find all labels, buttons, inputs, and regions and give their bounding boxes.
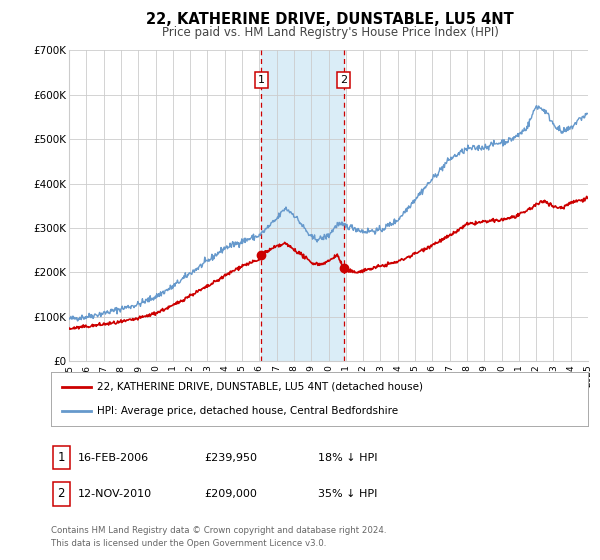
Text: £239,950: £239,950 [204,452,257,463]
Text: 22, KATHERINE DRIVE, DUNSTABLE, LU5 4NT (detached house): 22, KATHERINE DRIVE, DUNSTABLE, LU5 4NT … [97,382,422,392]
Bar [262,50,344,361]
Text: 18% ↓ HPI: 18% ↓ HPI [318,452,377,463]
Text: 2: 2 [58,487,65,501]
Text: 35% ↓ HPI: 35% ↓ HPI [318,489,377,499]
Text: 12-NOV-2010: 12-NOV-2010 [78,489,152,499]
Text: 1: 1 [58,451,65,464]
Text: 16-FEB-2006: 16-FEB-2006 [78,452,149,463]
Text: This data is licensed under the Open Government Licence v3.0.: This data is licensed under the Open Gov… [51,539,326,548]
Text: Price paid vs. HM Land Registry's House Price Index (HPI): Price paid vs. HM Land Registry's House … [161,26,499,39]
Text: 22, KATHERINE DRIVE, DUNSTABLE, LU5 4NT: 22, KATHERINE DRIVE, DUNSTABLE, LU5 4NT [146,12,514,27]
Text: 2: 2 [340,75,347,85]
Text: 1: 1 [258,75,265,85]
Text: HPI: Average price, detached house, Central Bedfordshire: HPI: Average price, detached house, Cent… [97,406,398,416]
Text: Contains HM Land Registry data © Crown copyright and database right 2024.: Contains HM Land Registry data © Crown c… [51,526,386,535]
Text: £209,000: £209,000 [204,489,257,499]
